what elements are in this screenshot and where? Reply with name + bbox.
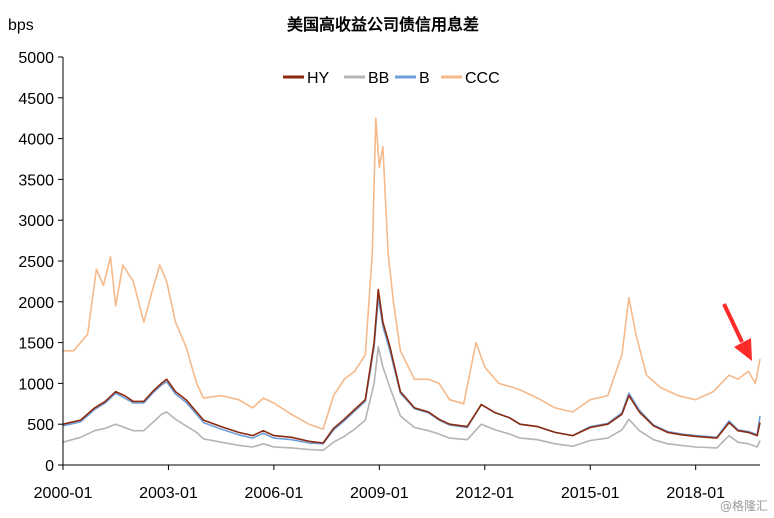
y-axis-unit-label: bps [8, 17, 34, 34]
x-tick-label: 2018-01 [666, 485, 725, 502]
annotation-arrow-icon [722, 303, 752, 361]
y-tick-label: 3000 [18, 213, 54, 230]
series-line-ccc [63, 117, 761, 430]
x-tick-label: 2003-01 [139, 485, 198, 502]
legend: HY BB B CCC [283, 70, 500, 87]
y-tick-label: 1000 [18, 376, 54, 393]
y-tick-label: 5000 [18, 50, 54, 67]
series-line-hy [62, 288, 761, 444]
y-tick-label: 3500 [18, 172, 54, 189]
series-layer [62, 117, 761, 452]
legend-label-bb: BB [368, 70, 389, 87]
y-tick-label: 2500 [18, 254, 54, 271]
y-tick-label: 4500 [18, 91, 54, 108]
y-tick-label: 0 [45, 458, 54, 475]
x-tick-label: 2009-01 [350, 485, 409, 502]
y-tick-label: 500 [27, 417, 54, 434]
x-tick-label: 2015-01 [561, 485, 620, 502]
y-tick-label: 2000 [18, 295, 54, 312]
y-tick-label: 1500 [18, 336, 54, 353]
legend-label-ccc: CCC [465, 70, 500, 87]
x-tick-label: 2006-01 [245, 485, 304, 502]
chart-title: 美国高收益公司债信用息差 [287, 15, 479, 34]
y-tick-label: 4000 [18, 132, 54, 149]
x-axis-ticks: 2000-01 2003-01 2006-01 2009-01 2012-01 2015-… [34, 465, 725, 502]
x-tick-label: 2000-01 [34, 485, 93, 502]
y-axis-ticks: 0 500 1000 1500 2000 2500 3000 3500 4000 4500 5000 [18, 50, 63, 475]
series-line-b [62, 296, 761, 445]
legend-label-b: B [419, 70, 430, 87]
legend-label-hy: HY [307, 70, 330, 87]
series-line-bb [62, 345, 761, 452]
watermark: @格隆汇 [720, 498, 768, 513]
x-tick-label: 2012-01 [455, 485, 514, 502]
